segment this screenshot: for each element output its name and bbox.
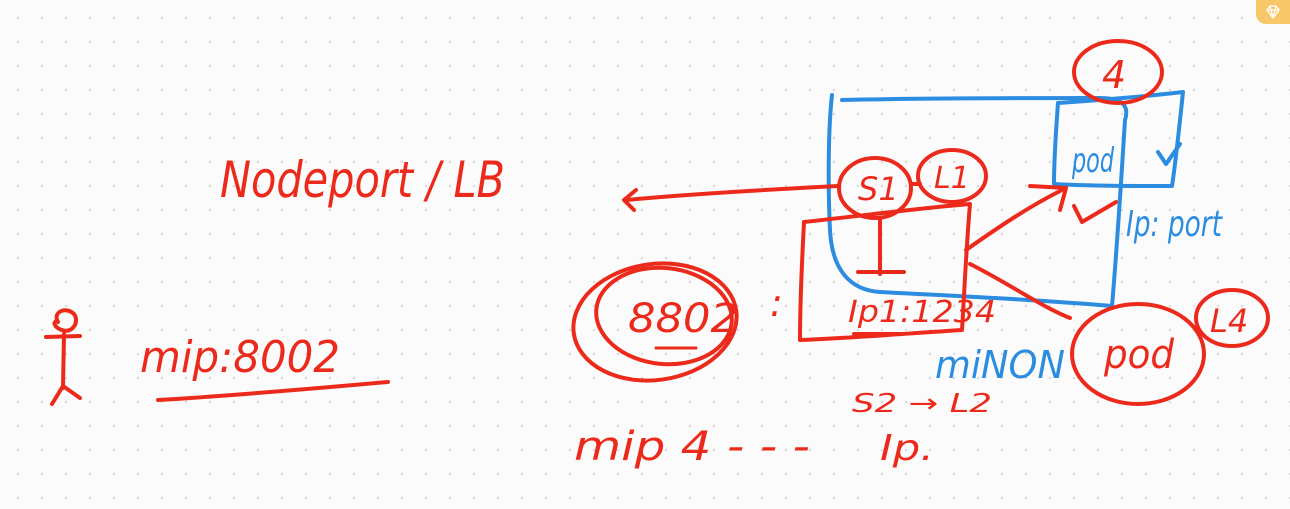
arrow-to-bottom-pod: [968, 262, 1072, 320]
mip-port-text: mip:8002: [140, 332, 340, 383]
circle-l1: [916, 148, 988, 204]
checkmark-pod: [1156, 142, 1182, 166]
arrowhead-top-pod: [1028, 184, 1068, 212]
four-text: 4: [1102, 53, 1126, 97]
port-8802-text: 8802: [628, 296, 738, 342]
title-text: Nodeport / LB: [220, 151, 505, 209]
diamond-icon: [1266, 5, 1280, 19]
s1-text: S1: [858, 170, 899, 208]
ip-bottom-text: Ip.: [880, 428, 934, 469]
pod-bottom-text: pod: [1103, 332, 1174, 378]
mip-underline: [156, 380, 390, 402]
circle-pod-bottom: [1070, 302, 1206, 406]
colon-text: :: [770, 281, 783, 325]
l1-text: L1: [934, 161, 970, 196]
circle-l4: [1194, 288, 1270, 348]
stick-figure-icon: [44, 308, 82, 406]
ip-port-text: Ip: port: [1126, 204, 1223, 245]
arrow-left: [624, 184, 840, 202]
circle-8802-inner: [594, 265, 734, 367]
circle-s1: [837, 156, 913, 220]
corner-badge[interactable]: [1256, 0, 1290, 24]
pod-top-text: pod: [1071, 141, 1114, 181]
checkmark-top: [1072, 200, 1118, 224]
node-box: [798, 202, 972, 342]
s2-l2-text: S2 → L2: [852, 389, 992, 419]
circle-4: [1072, 39, 1164, 105]
mip-bottom-text: mip 4 - - -: [574, 424, 810, 470]
node-port-text: Ip1:1234: [848, 295, 996, 330]
circle-8802-outer: [571, 261, 739, 383]
node-internal-line: [856, 218, 906, 276]
arrowhead-left: [622, 188, 638, 212]
arrow-to-top-pod: [964, 188, 1064, 252]
pod-box-top: [1052, 90, 1185, 188]
minion-text: miNON: [935, 343, 1065, 387]
l4-text: L4: [1210, 302, 1248, 340]
